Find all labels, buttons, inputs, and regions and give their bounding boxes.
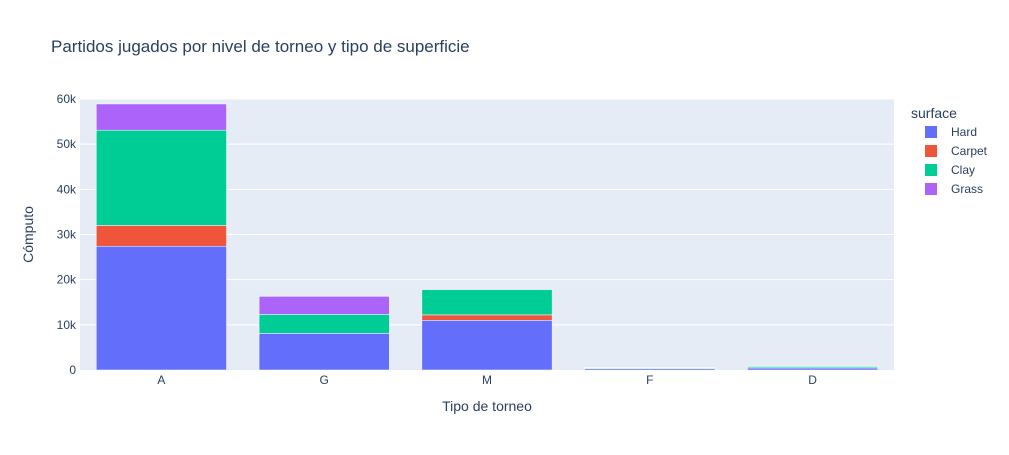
legend-label-grass: Grass [951, 182, 983, 196]
bar-segment-carpet-a [96, 225, 226, 246]
bar-segment-clay-g [259, 314, 389, 333]
y-tick-label: 10k [57, 318, 77, 332]
y-tick-label: 30k [57, 228, 77, 242]
x-tick-label: M [482, 373, 492, 387]
bar-segment-clay-m [422, 290, 552, 315]
legend-label-carpet: Carpet [951, 144, 988, 158]
bar-segment-hard-g [259, 333, 389, 370]
x-axis-title: Tipo de torneo [442, 398, 532, 414]
y-tick-label: 40k [57, 182, 77, 196]
bar-segment-grass-a [96, 104, 226, 130]
x-tick-label: G [320, 373, 329, 387]
legend-swatch-clay [925, 164, 937, 176]
y-tick-label: 50k [57, 137, 77, 151]
x-tick-label: F [646, 373, 653, 387]
legend-swatch-grass [925, 183, 937, 195]
y-tick-label: 0 [69, 363, 76, 377]
legend-label-clay: Clay [951, 163, 975, 177]
bar-segment-hard-d [747, 368, 877, 370]
legend-label-hard: Hard [951, 125, 977, 139]
bar-segment-hard-m [422, 320, 552, 370]
y-tick-label: 20k [57, 273, 77, 287]
y-tick-label: 60k [57, 92, 77, 106]
legend-title: surface [911, 105, 957, 121]
legend-swatch-carpet [925, 145, 937, 157]
y-axis-title: Cómputo [20, 206, 36, 263]
legend: surface Hard Carpet Clay Grass [911, 105, 988, 196]
bar-segment-hard-a [96, 246, 226, 370]
legend-swatch-hard [925, 126, 937, 138]
bar-segment-carpet-m [422, 315, 552, 320]
y-axis-ticks: 0 10k 20k 30k 40k 50k 60k [57, 92, 77, 377]
x-tick-label: D [808, 373, 817, 387]
bar-segment-grass-g [259, 296, 389, 314]
bar-segment-clay-a [96, 130, 226, 225]
x-tick-label: A [157, 373, 165, 387]
chart-title: Partidos jugados por nivel de torneo y t… [51, 37, 470, 56]
legend-items: Hard Carpet Clay Grass [925, 125, 988, 196]
